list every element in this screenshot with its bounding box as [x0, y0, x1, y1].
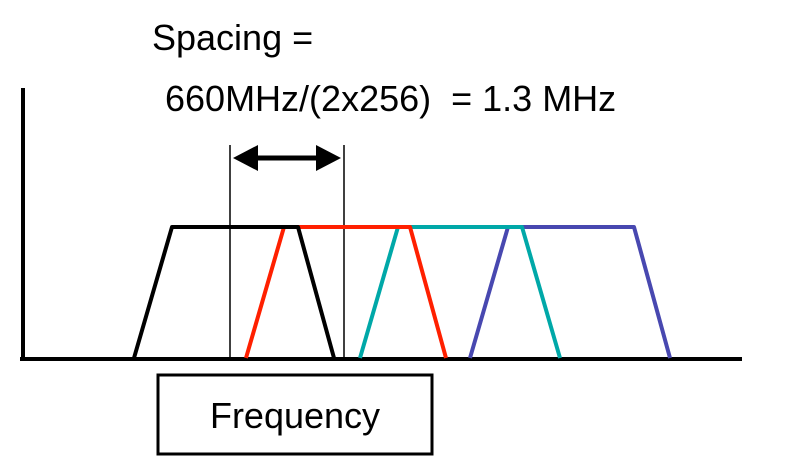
spacing-marker — [229, 145, 345, 360]
channel-2-trapezoid — [244, 225, 448, 359]
channel-1-trapezoid — [132, 225, 336, 359]
spacing-title: Spacing = — [152, 17, 313, 58]
frequency-label-text: Frequency — [210, 395, 380, 436]
axes — [20, 88, 742, 361]
channel-3-trapezoid — [358, 225, 562, 359]
spacing-formula: 660MHz/(2x256) = 1.3 MHz — [165, 78, 616, 119]
double-arrow-icon — [233, 145, 341, 171]
frequency-label: Frequency — [156, 373, 434, 456]
channel-4-trapezoid — [468, 225, 672, 359]
channels — [132, 225, 672, 359]
frequency-label-box — [156, 373, 434, 456]
